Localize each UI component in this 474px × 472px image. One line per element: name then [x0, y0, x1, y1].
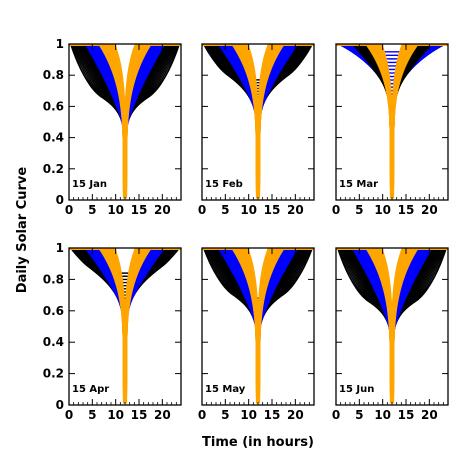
- x-tick-label: 20: [154, 408, 171, 422]
- x-tick-label: 15: [398, 203, 415, 217]
- y-tick-label: 0.4: [43, 131, 64, 145]
- panel-date-label: 15 May: [205, 384, 246, 395]
- x-tick-label: 20: [287, 408, 304, 422]
- y-tick-label: 0.8: [43, 272, 64, 286]
- curve-orange: [202, 44, 314, 199]
- curve-black: [202, 44, 314, 98]
- x-tick-label: 10: [240, 408, 257, 422]
- x-tick-label: 0: [198, 408, 206, 422]
- curve-group: [69, 44, 181, 199]
- panel-date-label: 15 Jun: [339, 384, 374, 395]
- curve-group: [202, 248, 314, 404]
- x-tick-label: 10: [240, 203, 257, 217]
- panel-3: 0 5 10 15 20 15 Mar: [332, 43, 449, 217]
- x-tick-label: 5: [88, 203, 96, 217]
- curve-black: [202, 44, 314, 92]
- curve-orange: [336, 248, 448, 404]
- panel-date-label: 15 Jan: [72, 179, 107, 190]
- curve-blue: [336, 44, 448, 85]
- panel-4: 0 5 10 15 20 0 0.2 0.4 0.6 0.8 1 15 Apr: [43, 241, 182, 422]
- curve-orange: [69, 248, 181, 404]
- curve-group: [336, 44, 448, 199]
- curve-orange: [336, 44, 448, 199]
- x-tick-label: 20: [154, 203, 171, 217]
- x-tick-label: 10: [374, 203, 391, 217]
- curve-black: [69, 248, 181, 303]
- x-tick-label: 0: [65, 408, 73, 422]
- x-tick-label: 15: [264, 203, 281, 217]
- y-tick-label: 0.6: [43, 304, 64, 318]
- panel-5: 0 5 10 15 20 15 May: [198, 247, 315, 422]
- x-tick-label: 0: [332, 203, 340, 217]
- y-tick-label: 1: [56, 241, 64, 255]
- curve-black: [202, 44, 314, 90]
- curve-black: [202, 44, 314, 84]
- y-axis-label: Daily Solar Curve: [15, 167, 30, 294]
- x-axis-label: Time (in hours): [202, 435, 314, 450]
- y-tick-label: 0.4: [43, 335, 64, 349]
- panel-date-label: 15 Feb: [205, 179, 243, 190]
- curve-black: [202, 248, 314, 302]
- x-tick-label: 10: [107, 408, 124, 422]
- x-tick-label: 15: [131, 203, 148, 217]
- curve-black: [202, 44, 314, 95]
- panel-2: 0 5 10 15 20 15 Feb: [198, 43, 315, 217]
- panel-date-label: 15 Mar: [339, 179, 378, 190]
- y-tick-label: 0: [56, 398, 64, 412]
- x-tick-label: 15: [131, 408, 148, 422]
- x-tick-label: 10: [374, 408, 391, 422]
- x-tick-label: 20: [287, 203, 304, 217]
- x-tick-label: 5: [355, 203, 363, 217]
- y-tick-label: 0.2: [43, 162, 64, 176]
- x-tick-label: 15: [398, 408, 415, 422]
- panel-1: 0 5 10 15 20 0 0.2 0.4 0.6 0.8 1 15 Jan: [43, 37, 182, 217]
- y-tick-label: 0: [56, 193, 64, 207]
- curve-black: [69, 248, 181, 290]
- x-tick-label: 0: [65, 203, 73, 217]
- curve-black: [202, 248, 314, 304]
- x-tick-label: 20: [421, 203, 438, 217]
- y-tick-label: 0.6: [43, 99, 64, 113]
- curve-black: [202, 44, 314, 87]
- panel-6: 0 5 10 15 20 15 Jun: [332, 247, 449, 422]
- curve-orange: [69, 44, 181, 199]
- x-tick-label: 0: [332, 408, 340, 422]
- curve-black: [69, 248, 181, 296]
- y-tick-label: 1: [56, 37, 64, 51]
- curve-group: [336, 248, 448, 404]
- x-tick-label: 5: [88, 408, 96, 422]
- x-tick-label: 5: [355, 408, 363, 422]
- panel-date-label: 15 Apr: [72, 384, 109, 395]
- curve-orange: [202, 248, 314, 404]
- x-tick-label: 5: [221, 203, 229, 217]
- x-tick-label: 5: [221, 408, 229, 422]
- curve-black: [69, 248, 181, 293]
- y-tick-label: 0.2: [43, 367, 64, 381]
- y-tick-label: 0.8: [43, 68, 64, 82]
- curve-black: [69, 248, 181, 299]
- x-tick-label: 10: [107, 203, 124, 217]
- x-tick-label: 0: [198, 203, 206, 217]
- x-tick-label: 20: [421, 408, 438, 422]
- x-tick-label: 15: [264, 408, 281, 422]
- curve-group: [202, 44, 314, 199]
- curve-group: [69, 248, 181, 404]
